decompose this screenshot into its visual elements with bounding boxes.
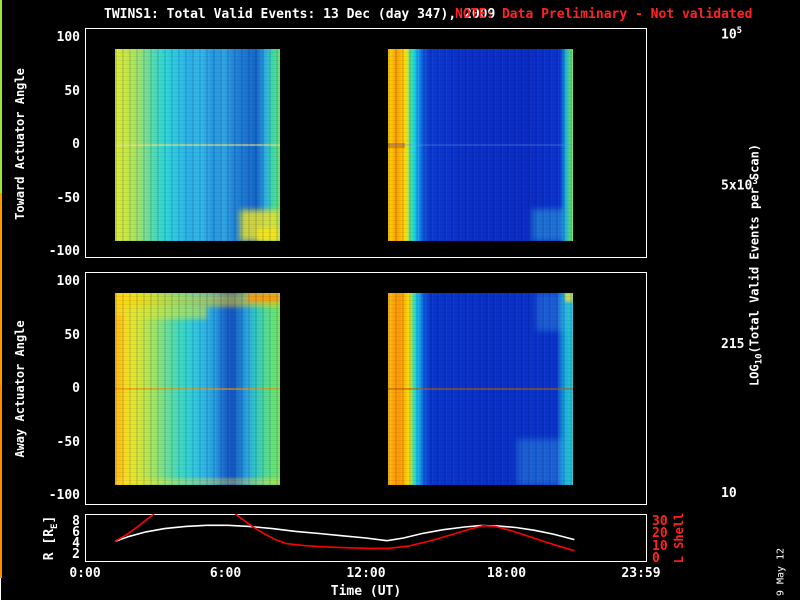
- dropout-vline: [0, 385, 2, 578]
- x-tick: [0, 595, 1, 600]
- y-tick-label: 50: [64, 327, 80, 343]
- l-shell-tick-label: 10: [652, 538, 668, 554]
- spectrogram-patch: [114, 315, 122, 486]
- orbit-line-chart: [115, 514, 575, 552]
- line-series: [115, 524, 575, 543]
- angle-zero-line: [114, 143, 281, 146]
- figure-note-preliminary: NOTE: Data Preliminary - Not validated: [455, 7, 753, 22]
- x-tick-label: 12:00: [346, 566, 386, 581]
- y-axis-label-toward: Toward Actuator Angle: [13, 68, 27, 220]
- y-tick-label: 0: [72, 137, 80, 152]
- y-tick-label: 100: [56, 274, 80, 289]
- angle-zero-line: [388, 143, 573, 146]
- x-tick-label: 18:00: [486, 566, 527, 581]
- r-tick-label: 6: [72, 525, 80, 540]
- colorbar-label: 5x103: [721, 177, 758, 194]
- x-tick-label: 23:59: [621, 566, 661, 581]
- r-tick-label: 2: [72, 547, 80, 562]
- colorbar-label: 105: [721, 26, 743, 43]
- spectrogram-block: [114, 292, 281, 486]
- r-tick-label: 4: [72, 536, 80, 551]
- l-shell-tick-label: 30: [652, 514, 668, 529]
- y-tick-label: -50: [56, 434, 80, 450]
- y-axis-label-away: Away Actuator Angle: [13, 320, 27, 458]
- colorbar-label: 10: [721, 485, 737, 501]
- spectrogram-patch: [535, 292, 573, 332]
- date-stamp: 9 May 12: [775, 547, 787, 597]
- angle-zero-line: [114, 387, 281, 390]
- spectrogram-block: [114, 48, 281, 242]
- y-axis-label-l-shell: L Shell: [672, 512, 686, 564]
- spectrogram-patch: [564, 292, 573, 303]
- dropout-vline: [0, 0, 2, 193]
- y-tick-label: -50: [56, 190, 80, 206]
- r-tick-label: 8: [72, 514, 80, 529]
- y-axis-label-r-re: R [RE]: [42, 515, 60, 561]
- l-shell-tick-label: 0: [652, 551, 660, 566]
- spectrogram-block: [388, 48, 573, 242]
- colorbar-label: 215: [721, 337, 745, 353]
- y-tick-label: 0: [72, 381, 80, 396]
- line-series: [234, 514, 575, 552]
- x-tick-label: 6:00: [209, 566, 242, 581]
- l-shell-tick-label: 20: [652, 526, 668, 542]
- spectrogram-patch: [388, 143, 405, 148]
- panel-frame: [85, 514, 647, 562]
- spectrogram-patch: [517, 439, 568, 486]
- x-tick: [0, 577, 1, 587]
- y-tick-label: 100: [56, 30, 80, 45]
- angle-zero-line: [388, 387, 573, 390]
- spectrogram-patch: [256, 227, 278, 242]
- panel-frame: [85, 272, 647, 505]
- spectrogram-block: [388, 292, 573, 486]
- x-axis-label: Time (UT): [330, 584, 402, 599]
- y-tick-label: -100: [48, 244, 80, 259]
- spectrogram-patch: [114, 477, 281, 486]
- line-series: [115, 514, 155, 542]
- spectrogram-patch: [126, 306, 208, 319]
- spectrogram-patch: [247, 292, 281, 303]
- x-tick: [0, 586, 1, 596]
- spectrogram-patch: [114, 292, 281, 308]
- spectrogram-patch: [532, 208, 566, 242]
- y-tick-label: 50: [64, 83, 80, 99]
- dropout-vline: [0, 192, 2, 386]
- panel-frame: [85, 28, 647, 258]
- x-tick-label: 0:00: [69, 566, 101, 581]
- figure-title: TWINS1: Total Valid Events: 13 Dec (day …: [104, 7, 496, 22]
- y-tick-label: -100: [48, 488, 80, 503]
